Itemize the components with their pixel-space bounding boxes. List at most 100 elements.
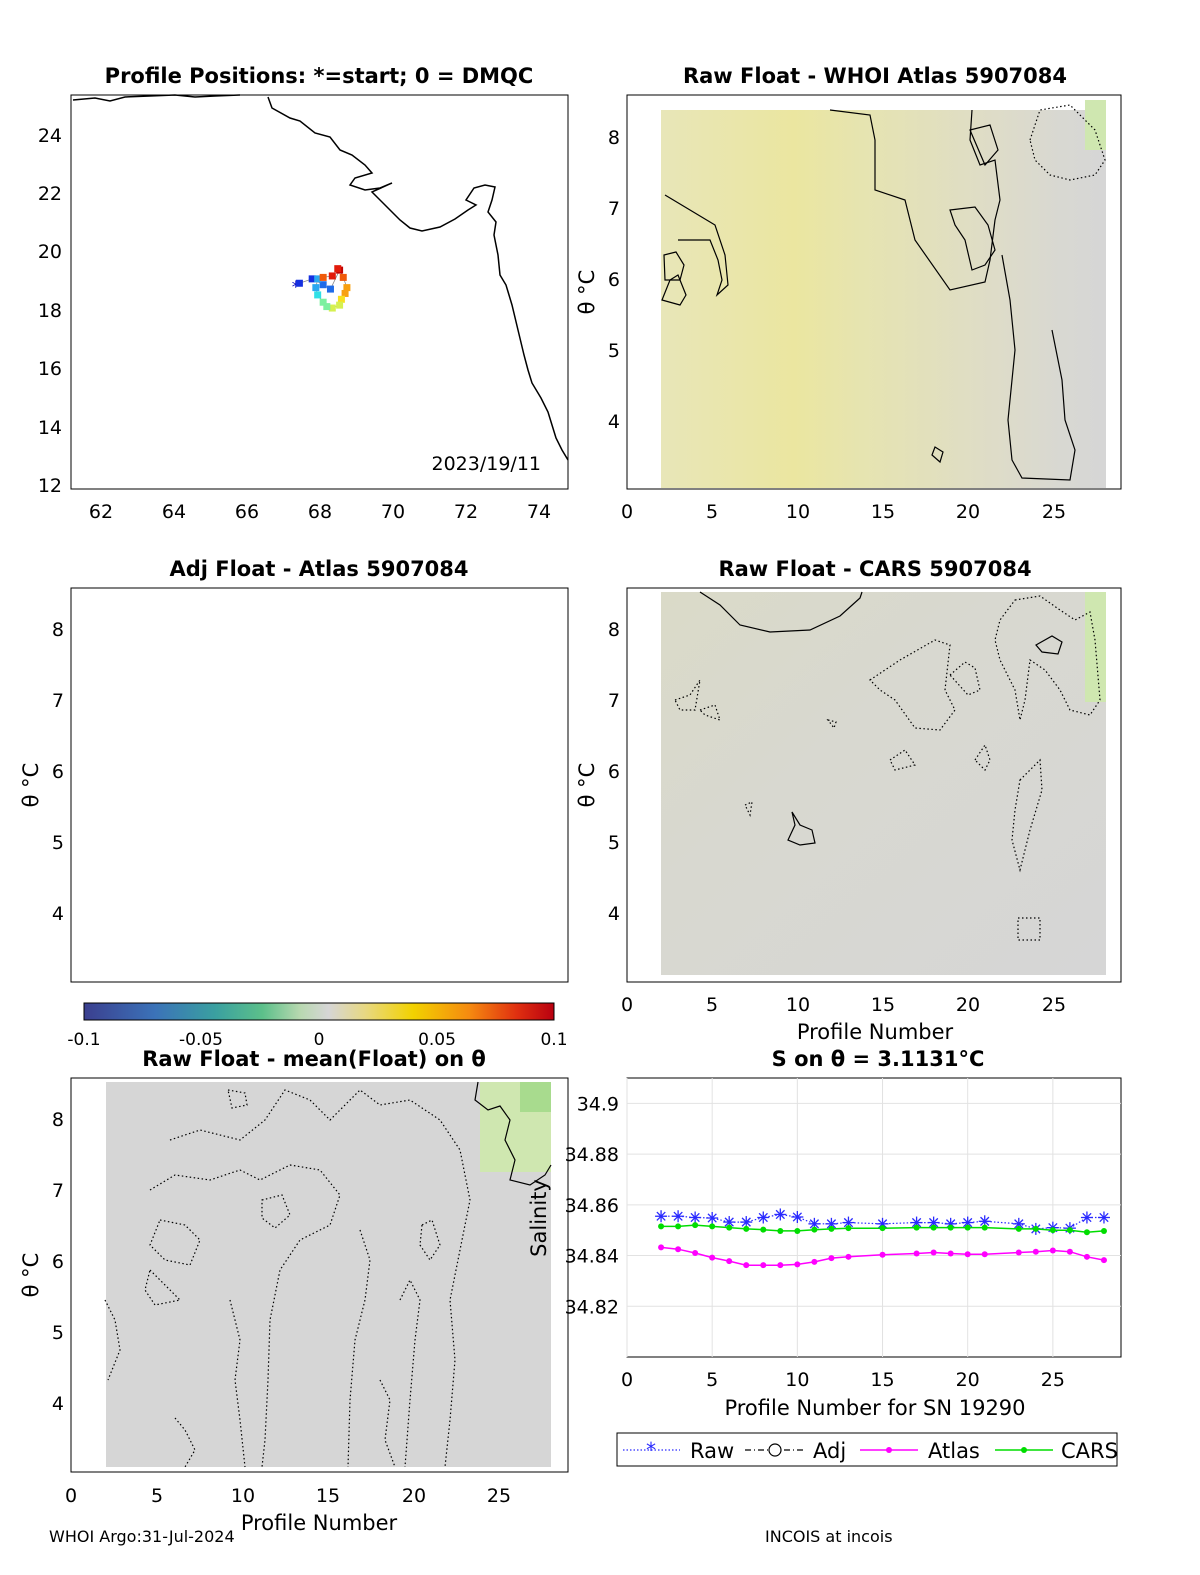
cars-panel: Raw Float - CARS 5907084 0 5 10 15 20 25 [575,557,1122,1044]
cars-ytick: 6 [608,761,620,783]
data-point-cars [658,1223,665,1230]
map-x-ticks: 62 64 66 68 70 72 74 [89,501,551,523]
data-point-atlas [675,1246,682,1253]
legend-entry-adj: Adj [745,1439,846,1463]
track-point [328,304,336,312]
track-start-marker: * [292,277,300,296]
whoi-xtick: 15 [871,501,895,523]
salinity-ytick: 34.82 [565,1296,619,1318]
whoi-panel: Raw Float - WHOI Atlas 5907084 0 5 10 15… [575,64,1122,523]
salinity-x-ticks: 0 5 10 15 20 25 [621,1369,1065,1391]
dot-icon [886,1447,892,1453]
legend-raw-label: Raw [690,1439,734,1463]
map-xtick: 64 [162,501,186,523]
map-ytick: 18 [38,300,62,322]
mean-dotted-contours [104,1089,471,1468]
map-ytick: 20 [38,241,62,263]
data-point-raw [740,1216,753,1229]
whoi-green-patch [1085,100,1106,150]
data-point-raw [876,1217,889,1230]
data-point-atlas [743,1262,750,1269]
mean-x-ticks: 0 5 10 15 20 25 [65,1485,511,1507]
colorbar-tick: -0.1 [67,1030,100,1050]
data-point-cars [1066,1227,1073,1234]
salinity-legend: * Raw Adj Atlas CARS [616,1432,1118,1467]
mean-xtick: 15 [316,1485,340,1507]
cars-xtick: 15 [871,994,895,1016]
asterisk-icon: * [646,1438,656,1462]
track-point [314,275,322,283]
footer-right: INCOIS at incois [765,1527,893,1546]
cars-xtick: 25 [1042,994,1066,1016]
map-xtick: 66 [235,501,259,523]
data-point-atlas [726,1258,733,1265]
mean-xtick: 5 [151,1485,163,1507]
data-point-raw [689,1211,702,1224]
salinity-title: S on θ = 3.1131°C [772,1047,985,1071]
salinity-xtick: 10 [785,1369,809,1391]
data-point-cars [845,1225,852,1232]
adj-ylabel: θ °C [19,763,43,808]
colorbar-tick: 0 [314,1030,325,1050]
legend-adj-label: Adj [813,1439,846,1463]
mean-ytick: 6 [52,1251,64,1273]
data-point-atlas [845,1253,852,1260]
map-y-ticks: 12 14 16 18 20 22 24 [38,125,62,497]
salinity-ytick: 34.84 [565,1246,619,1268]
map-xtick: 74 [527,501,551,523]
adj-ytick: 7 [52,690,64,712]
mean-ytick: 7 [52,1180,64,1202]
legend-atlas-label: Atlas [928,1439,980,1463]
colorbar-tick: 0.1 [540,1030,567,1050]
data-point-cars [777,1227,784,1234]
footer-left: WHOI Argo:31-Jul-2024 [49,1527,235,1546]
cars-ytick: 8 [608,619,620,641]
data-point-cars [1083,1229,1090,1236]
data-point-cars [947,1224,954,1231]
salinity-ylabel: Salinity [527,1179,551,1257]
mean-y-ticks: 4 5 6 7 8 [52,1109,64,1415]
track-point [319,273,327,281]
adj-panel: Adj Float - Atlas 5907084 4 5 6 7 8 θ °C [19,557,569,983]
mean-ytick: 5 [52,1322,64,1344]
map-xtick: 70 [381,501,405,523]
data-point-cars [964,1224,971,1231]
cars-xtick: 20 [956,994,980,1016]
mean-xtick: 25 [487,1485,511,1507]
whoi-xtick: 0 [621,501,633,523]
data-point-atlas [658,1244,665,1251]
salinity-xtick: 25 [1041,1369,1065,1391]
data-point-raw [1080,1211,1093,1224]
data-point-cars [1015,1225,1022,1232]
track-point [334,265,342,273]
track-point [312,284,320,292]
salinity-grid [626,1078,1121,1357]
mean-xtick: 20 [402,1485,426,1507]
cars-ytick: 5 [608,832,620,854]
adj-y-ticks: 4 5 6 7 8 [52,619,64,925]
data-point-atlas [709,1254,716,1261]
legend-cars-label: CARS [1061,1439,1118,1463]
data-point-raw [672,1210,685,1223]
map-ytick: 24 [38,125,62,147]
mean-xlabel: Profile Number [241,1511,398,1535]
data-point-cars [692,1222,699,1229]
data-point-atlas [981,1251,988,1258]
mean-title: Raw Float - mean(Float) on θ [142,1047,486,1071]
data-point-cars [930,1224,937,1231]
whoi-xtick: 20 [956,501,980,523]
track-point [343,284,351,292]
data-point-atlas [1049,1247,1056,1254]
whoi-ytick: 6 [608,269,620,291]
map-xtick: 68 [308,501,332,523]
data-point-cars [760,1226,767,1233]
map-ytick: 22 [38,183,62,205]
mean-ytick: 8 [52,1109,64,1131]
data-point-cars [726,1224,733,1231]
cars-solid-contour [787,811,816,846]
data-point-cars [981,1224,988,1231]
cars-y-ticks: 4 5 6 7 8 [608,619,620,925]
cars-ytick: 4 [608,903,620,925]
map-ytick: 14 [38,417,62,439]
data-point-atlas [930,1249,937,1256]
